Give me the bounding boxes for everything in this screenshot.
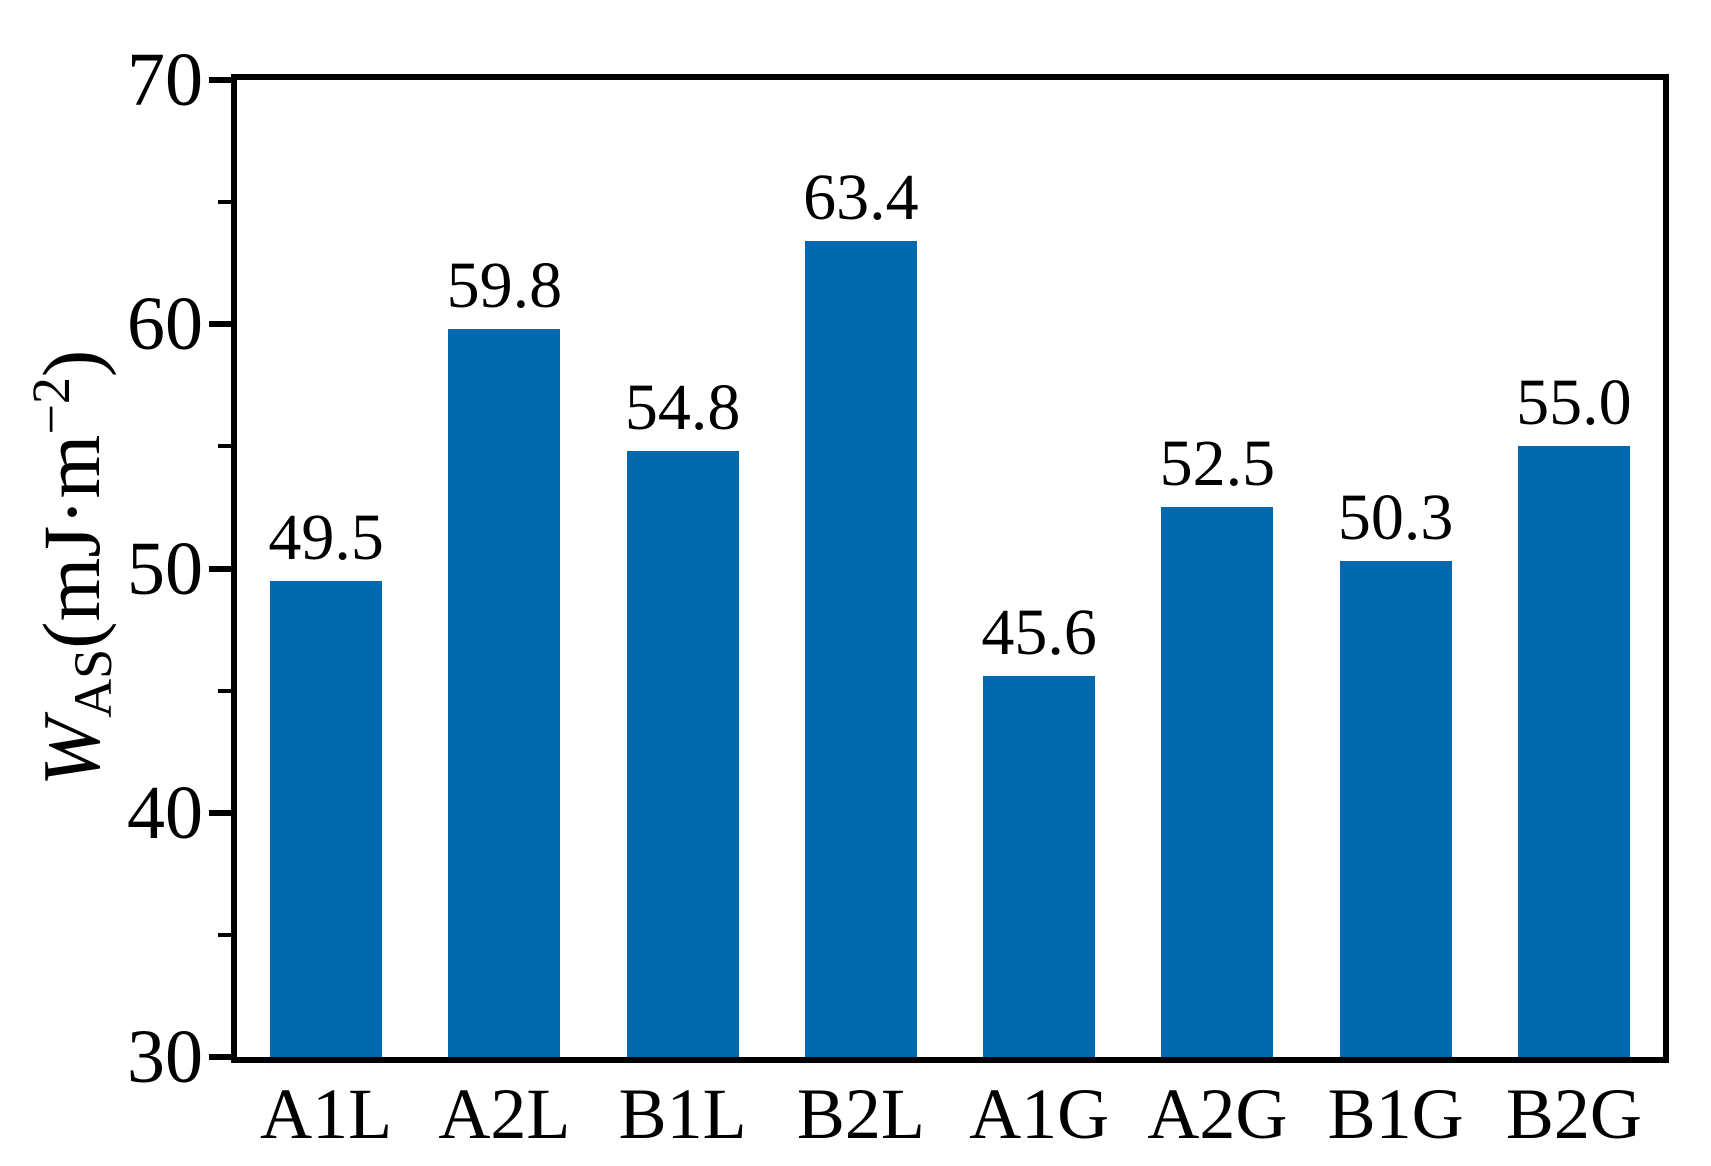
y-major-tick <box>209 565 231 572</box>
bar-A2L <box>448 329 561 1057</box>
y-axis-exponent: −2 <box>21 377 82 435</box>
y-major-tick <box>209 77 231 83</box>
x-tick-label: A2L <box>438 1074 571 1154</box>
bar-value-label: 45.6 <box>981 595 1097 669</box>
plot-area <box>231 74 1669 1063</box>
y-minor-tick <box>218 932 231 937</box>
x-tick-label: A1L <box>260 1074 393 1154</box>
bar-A1G <box>983 675 1096 1057</box>
bar-value-label: 59.8 <box>446 249 563 323</box>
y-axis-subscript: AS <box>62 648 123 718</box>
x-tick-label: B1L <box>618 1074 747 1154</box>
bar-value-label: 50.3 <box>1337 481 1454 555</box>
y-minor-tick <box>218 200 231 205</box>
x-tick-label: B2G <box>1505 1074 1642 1154</box>
bar-B1G <box>1339 561 1452 1057</box>
y-minor-tick <box>218 444 231 449</box>
bar-B2G <box>1517 446 1630 1057</box>
y-major-tick <box>209 321 231 328</box>
y-minor-tick <box>218 688 231 693</box>
x-tick-label: B1G <box>1327 1074 1464 1154</box>
bar-value-label: 52.5 <box>1159 427 1276 501</box>
bar-B1L <box>626 451 739 1057</box>
bar-value-label: 49.5 <box>268 500 384 574</box>
bar-A2G <box>1161 507 1274 1057</box>
bar-value-label: 54.8 <box>624 371 741 445</box>
y-tick-label: 40 <box>127 770 203 855</box>
x-tick-label: A2G <box>1147 1074 1288 1154</box>
x-tick-label: B2L <box>796 1074 925 1154</box>
y-tick-label: 70 <box>127 38 203 122</box>
bar-A1L <box>270 580 383 1057</box>
y-tick-label: 30 <box>127 1015 203 1099</box>
bar-value-label: 63.4 <box>803 161 919 235</box>
y-major-tick <box>209 809 231 816</box>
y-major-tick <box>209 1054 231 1060</box>
bar-value-label: 55.0 <box>1516 366 1632 440</box>
y-tick-label: 50 <box>127 526 203 611</box>
y-tick-label: 60 <box>127 282 203 367</box>
x-tick-label: A1G <box>969 1074 1110 1154</box>
bar-B2L <box>804 241 917 1057</box>
